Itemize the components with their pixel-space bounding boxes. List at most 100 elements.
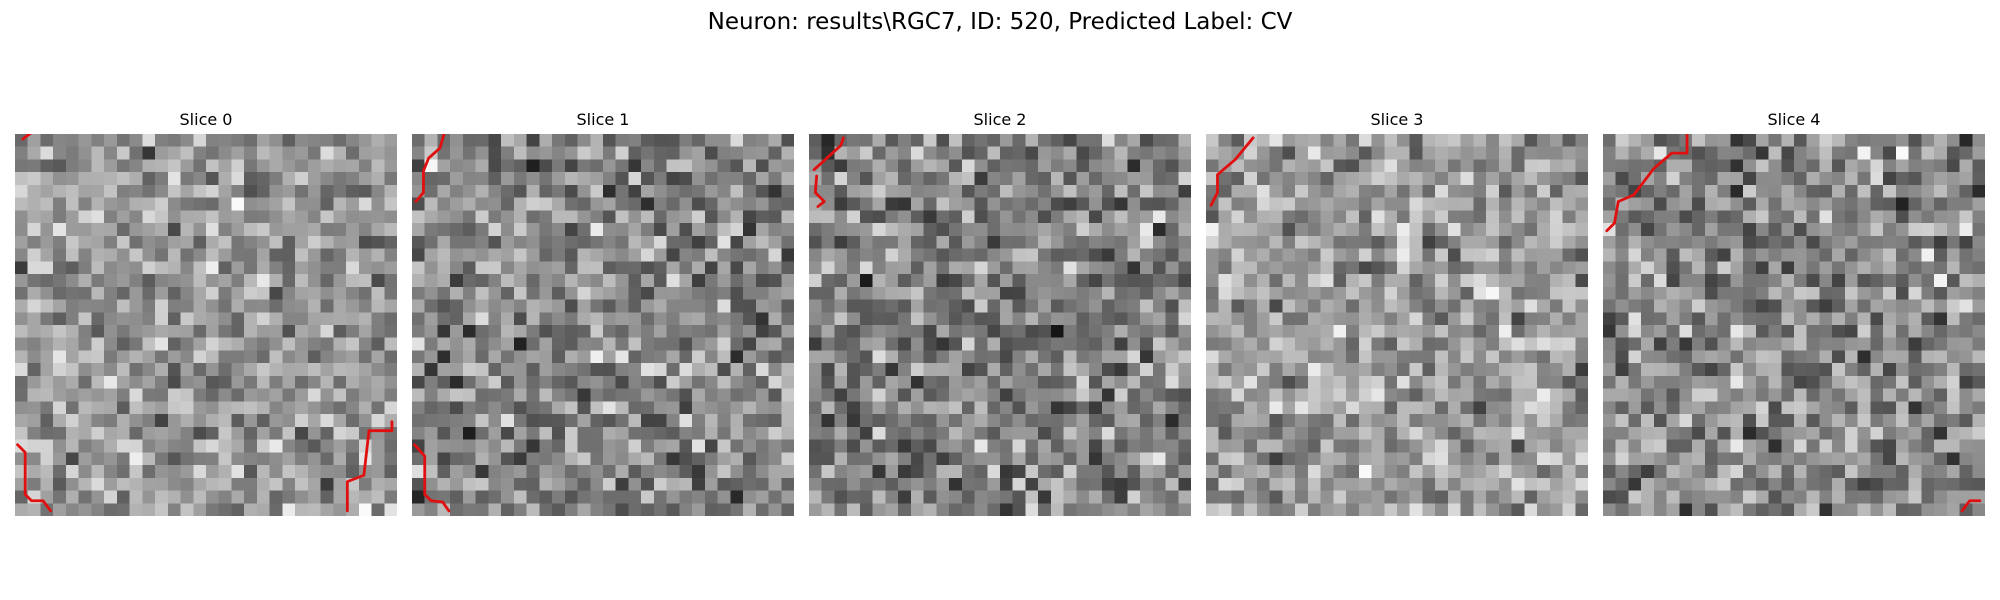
slice-pixel xyxy=(513,375,527,389)
slice-pixel xyxy=(180,235,194,249)
slice-pixel xyxy=(628,134,642,147)
slice-pixel xyxy=(1409,286,1423,300)
slice-pixel xyxy=(333,363,347,377)
slice-pixel xyxy=(1857,439,1871,453)
slice-pixel xyxy=(821,363,835,377)
slice-pixel xyxy=(539,248,553,262)
slice-pixel xyxy=(590,452,604,466)
slice-pixel xyxy=(1883,465,1897,479)
slice-pixel xyxy=(206,388,219,402)
slice-pixel xyxy=(1473,134,1487,147)
slice-pixel xyxy=(1038,490,1052,504)
slice-pixel xyxy=(1794,439,1807,453)
slice-pixel xyxy=(412,210,425,224)
slice-pixel xyxy=(218,414,232,428)
slice-pixel xyxy=(1921,325,1935,338)
slice-pixel xyxy=(641,325,655,338)
slice-pixel xyxy=(1806,388,1820,402)
slice-pixel xyxy=(1460,248,1474,262)
slice-pixel xyxy=(231,363,245,377)
slice-pixel xyxy=(104,312,118,326)
slice-pixel xyxy=(628,426,642,440)
slice-pixel xyxy=(1269,286,1283,300)
slice-pixel xyxy=(91,465,105,479)
slice-pixel xyxy=(1844,490,1858,504)
slice-pixel xyxy=(180,146,194,160)
slice-pixel xyxy=(1819,261,1833,275)
slice-pixel xyxy=(65,235,79,249)
slice-pixel xyxy=(1959,337,1973,351)
slice-pixel xyxy=(666,197,680,211)
slice-pixel xyxy=(1012,388,1026,402)
slice-pixel xyxy=(1934,477,1948,491)
slice-pixel xyxy=(666,172,680,186)
slice-pixel xyxy=(53,465,67,479)
slice-pixel xyxy=(1206,261,1219,275)
slice-pixel xyxy=(923,490,937,504)
slice-pixel xyxy=(1549,223,1563,237)
slice-pixel xyxy=(1063,388,1077,402)
slice-pixel xyxy=(1025,299,1039,313)
slice-pixel xyxy=(27,274,41,288)
slice-pixel xyxy=(1959,477,1973,491)
slice-pixel xyxy=(1307,452,1321,466)
slice-pixel xyxy=(1435,477,1449,491)
slice-pixel xyxy=(1628,465,1642,479)
slice-pixel xyxy=(1256,146,1270,160)
slice-pixel xyxy=(346,223,360,237)
slice-pixel xyxy=(167,312,181,326)
slice-pixel xyxy=(1844,350,1858,364)
slice-pixel xyxy=(1498,439,1512,453)
slice-pixel xyxy=(898,337,912,351)
slice-pixel xyxy=(180,452,194,466)
slice-pixel xyxy=(1358,172,1372,186)
slice-pixel xyxy=(1206,325,1219,338)
slice-pixel xyxy=(1025,465,1039,479)
slice-pixel xyxy=(256,477,270,491)
slice-pixel xyxy=(167,388,181,402)
slice-pixel xyxy=(1447,439,1461,453)
slice-pixel xyxy=(1231,388,1245,402)
slice-pixel xyxy=(1717,286,1731,300)
slice-pixel xyxy=(1435,134,1449,147)
slice-pixel xyxy=(1895,452,1909,466)
slice-title-3: Slice 3 xyxy=(1370,110,1424,129)
slice-pixel xyxy=(1641,197,1655,211)
slice-pixel xyxy=(1101,261,1115,275)
slice-pixel xyxy=(256,274,270,288)
slice-pixel xyxy=(333,350,347,364)
slice-pixel xyxy=(1295,465,1309,479)
slice-pixel xyxy=(269,134,283,147)
slice-pixel xyxy=(1269,197,1283,211)
slice-pixel xyxy=(1038,350,1052,364)
slice-pixel xyxy=(987,490,1001,504)
slice-pixel xyxy=(1063,172,1077,186)
slice-pixel xyxy=(1704,337,1718,351)
slice-pixel xyxy=(1524,261,1538,275)
slice-pixel xyxy=(1946,223,1960,237)
slice-pixel xyxy=(1050,503,1064,516)
slice-pixel xyxy=(282,477,296,491)
slice-pixel xyxy=(1549,477,1563,491)
slice-pixel xyxy=(1730,248,1744,262)
slice-pixel xyxy=(552,184,566,198)
slice-pixel xyxy=(923,414,937,428)
slice-pixel xyxy=(1628,312,1642,326)
slice-pixel xyxy=(462,312,476,326)
slice-pixel xyxy=(1857,375,1871,389)
slice-pixel xyxy=(450,337,464,351)
slice-pixel xyxy=(333,197,347,211)
slice-pixel xyxy=(717,223,731,237)
slice-pixel xyxy=(1844,312,1858,326)
slice-pixel xyxy=(1012,337,1026,351)
slice-pixel xyxy=(1615,363,1629,377)
slice-pixel xyxy=(1832,490,1846,504)
slice-pixel xyxy=(1012,223,1026,237)
slice-pixel xyxy=(730,248,744,262)
slice-pixel xyxy=(872,350,886,364)
slice-pixel xyxy=(1883,337,1897,351)
slice-pixel xyxy=(269,274,283,288)
slice-pixel xyxy=(1206,350,1219,364)
slice-pixel xyxy=(1921,401,1935,415)
slice-pixel xyxy=(1178,414,1191,428)
